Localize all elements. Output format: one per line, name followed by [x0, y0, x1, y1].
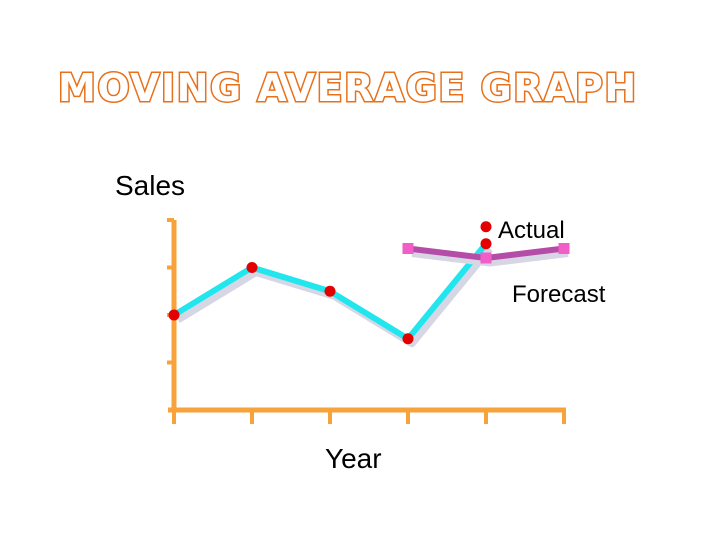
- series-forecast: [402, 243, 570, 267]
- data-point-actual: [246, 262, 258, 273]
- legend: Actual Forecast: [480, 217, 606, 308]
- data-point-forecast: [480, 252, 492, 264]
- legend-label-actual: Actual: [498, 217, 565, 244]
- legend-marker-actual: [480, 221, 492, 233]
- data-point-actual: [480, 238, 492, 250]
- series-actual: [168, 238, 493, 348]
- y-axis-label: Sales: [115, 170, 185, 201]
- data-point-actual: [402, 333, 414, 345]
- data-point-actual: [324, 285, 336, 297]
- series-group: [168, 238, 570, 348]
- axes: [167, 218, 566, 424]
- legend-label-forecast: Forecast: [512, 281, 606, 308]
- x-axis-label: Year: [325, 443, 382, 474]
- data-point-actual: [168, 309, 180, 321]
- data-point-forecast: [558, 243, 570, 254]
- data-point-forecast: [402, 243, 414, 254]
- chart-title: MOVING AVERAGE GRAPH: [58, 66, 638, 110]
